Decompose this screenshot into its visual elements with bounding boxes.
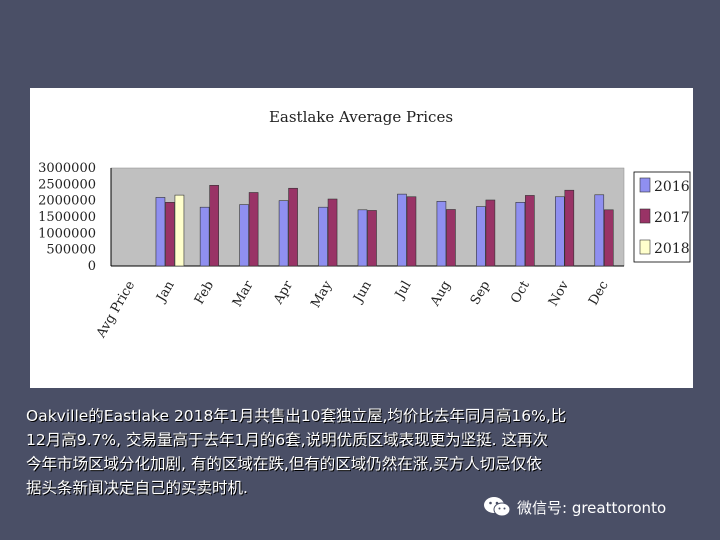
bar-2017-aug xyxy=(446,209,456,267)
x-tick-label: May xyxy=(308,278,336,311)
bar-2016-may xyxy=(318,206,328,267)
y-tick-label: 1000000 xyxy=(38,226,96,241)
chart-title: Eastlake Average Prices xyxy=(269,108,453,126)
wechat-id-text: 微信号: greattoronto xyxy=(517,498,667,517)
bar-2017-jan xyxy=(165,202,175,267)
x-tick-label: Apr xyxy=(271,278,297,308)
caption-line-3: 今年市场区域分化加剧, 有的区域在跌,但有的区域仍然在涨,买方人切忌仅依 xyxy=(26,455,542,473)
legend-label-2018: 2018 xyxy=(654,241,690,257)
caption-line-1: Oakville的Eastlake 2018年1月共售出10套独立屋,均价比去年… xyxy=(26,407,567,425)
bar-2018-jan xyxy=(174,194,185,267)
bar-2017-jul xyxy=(406,196,417,267)
bar-2017-may xyxy=(327,198,338,267)
legend-swatch-2016 xyxy=(639,177,651,193)
legend-label-2016: 2016 xyxy=(654,179,690,195)
bar-2016-jan xyxy=(155,197,166,267)
bar-2016-nov xyxy=(555,196,565,267)
x-tick-label: Dec xyxy=(586,279,612,309)
legend-swatch-2017 xyxy=(639,208,651,224)
x-tick-label: Mar xyxy=(230,278,257,310)
bar-2017-mar xyxy=(248,192,259,267)
y-tick-label: 2500000 xyxy=(38,177,96,192)
bar-2016-mar xyxy=(239,204,249,267)
x-tick-label: Nov xyxy=(546,278,573,309)
bar-2016-feb xyxy=(199,206,210,267)
caption-line-2: 12月高9.7%, 交易量高于去年1月的6套,说明优质区域表现更为坚挺. 这再次 xyxy=(26,431,548,449)
bar-2016-jun xyxy=(357,209,368,267)
bar-2017-oct xyxy=(525,195,535,267)
y-tick-label: 3000000 xyxy=(38,161,96,176)
bar-2017-nov xyxy=(564,189,575,267)
x-tick-label: Oct xyxy=(508,278,533,306)
bars xyxy=(155,185,614,267)
bar-2017-dec xyxy=(603,209,614,267)
bar-2017-feb xyxy=(209,185,219,267)
x-tick-label: Avg Price xyxy=(93,278,138,341)
caption-text: Oakville的Eastlake 2018年1月共售出10套独立屋,均价比去年… xyxy=(26,404,696,500)
bar-2016-apr xyxy=(278,200,289,267)
x-tick-label: Feb xyxy=(192,279,217,308)
bar-2017-apr xyxy=(288,187,298,267)
bar-2016-sep xyxy=(476,206,486,267)
bar-2016-dec xyxy=(594,194,605,267)
wechat-watermark: 微信号: greattoronto xyxy=(483,495,666,519)
bar-2016-oct xyxy=(515,202,526,267)
wechat-icon xyxy=(484,497,511,517)
x-tick-label: Jul xyxy=(392,279,415,304)
bar-2016-jul xyxy=(397,193,407,267)
caption-line-4: 据头条新闻决定自己的买卖时机. xyxy=(26,479,248,497)
x-tick-label: Jun xyxy=(350,278,375,307)
y-tick-label: 2000000 xyxy=(38,194,96,209)
y-tick-label: 500000 xyxy=(46,243,96,258)
legend: 2016 2017 2018 xyxy=(633,171,691,263)
chart-panel: Eastlake Average Prices 3000000 2500000 20… xyxy=(30,88,693,388)
bar-2017-sep xyxy=(485,199,496,267)
x-tick-label: Aug xyxy=(427,279,454,310)
bar-2016-aug xyxy=(436,201,447,267)
y-tick-label: 1500000 xyxy=(38,210,96,225)
x-tick-label: Jan xyxy=(153,278,178,306)
legend-swatch-2018 xyxy=(639,239,651,255)
x-tick-labels: Avg Price Jan Feb Mar Apr May Jun Jul Aug Sep Oct N… xyxy=(93,278,611,341)
bar-2017-jun xyxy=(367,210,377,267)
legend-label-2017: 2017 xyxy=(654,210,690,226)
y-tick-label: 0 xyxy=(88,259,96,274)
x-tick-label: Sep xyxy=(468,279,493,308)
